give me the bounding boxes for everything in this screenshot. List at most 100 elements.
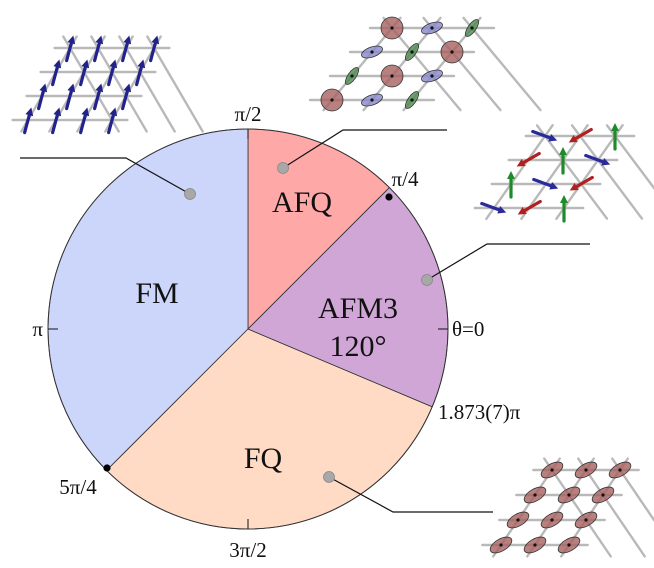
site-dot <box>516 518 520 522</box>
arrow-shaft <box>93 38 102 63</box>
site-dot <box>470 26 474 30</box>
arrow-shaft <box>65 38 74 63</box>
arrow-head <box>137 59 146 69</box>
spin-arrow <box>121 83 132 111</box>
arrow-shaft <box>79 110 88 135</box>
arrow-head <box>95 83 104 93</box>
region-markers <box>184 162 433 483</box>
inset-antiferroquadrupolar-lattice <box>308 16 542 112</box>
leader-lines <box>20 129 590 513</box>
spin-arrow <box>517 199 542 215</box>
site-dot <box>370 50 374 54</box>
director-green <box>344 67 360 85</box>
site-dot <box>567 493 571 497</box>
site-dot <box>350 74 354 78</box>
director-red <box>574 461 598 479</box>
arrow-head <box>25 107 34 117</box>
inset-ferroquadrupolar-lattice <box>481 457 654 558</box>
site-dot <box>533 543 537 547</box>
arrow-head <box>81 107 90 117</box>
arrow-head <box>601 157 611 166</box>
site-dot <box>390 26 394 30</box>
spin-arrow <box>37 83 48 111</box>
arrow-head <box>67 35 76 45</box>
director-green <box>404 43 420 61</box>
angle-label-pi-over-2: π/2 <box>235 102 262 126</box>
site-dot <box>601 493 605 497</box>
inset-ferromagnetic-lattice <box>11 35 204 135</box>
marker-fq <box>323 471 335 483</box>
site-dot <box>567 543 571 547</box>
leader-fq <box>328 476 493 513</box>
arrow-shaft <box>23 110 32 135</box>
director-red <box>591 486 615 504</box>
director-red <box>557 536 581 554</box>
spin-arrow <box>65 35 76 63</box>
arrow-head <box>53 107 62 117</box>
lattice-line <box>118 35 176 133</box>
arrow-head <box>548 133 558 142</box>
arrow-head <box>497 205 507 214</box>
lattice-line <box>462 16 542 112</box>
arrow-shaft <box>107 62 116 87</box>
spin-arrow <box>79 59 90 87</box>
label-afm3: AFM3 <box>318 292 398 325</box>
marker-afq <box>277 162 289 174</box>
arrow-head <box>611 123 619 131</box>
spin-arrow <box>51 59 62 87</box>
site-dot <box>550 468 554 472</box>
arrow-shaft <box>51 110 60 135</box>
lattice-line <box>555 124 624 220</box>
lattice-line <box>62 35 120 133</box>
director-green <box>404 91 420 109</box>
arrow-head <box>559 147 567 155</box>
label-fm: FM <box>135 277 178 310</box>
arrow-shaft <box>121 86 130 111</box>
spin-arrow <box>79 107 90 135</box>
spin-arrow <box>532 177 559 190</box>
phase-pie <box>47 128 449 530</box>
arrow-shaft <box>480 201 504 213</box>
director-red <box>608 461 632 479</box>
leader-afm3 <box>426 243 590 281</box>
director-red <box>523 536 547 554</box>
director-blue <box>421 69 443 83</box>
arrow-shaft <box>65 86 74 111</box>
arrow-shaft <box>79 62 88 87</box>
spin-arrow <box>149 35 160 63</box>
spin-arrow <box>23 107 34 135</box>
arrow-head <box>81 59 90 69</box>
spin-arrow <box>559 147 567 175</box>
director-red <box>489 536 513 554</box>
lattice-line <box>605 124 654 191</box>
angle-label-theta-zero: θ=0 <box>452 317 484 341</box>
angle-label-pi-over-4: π/4 <box>392 167 419 191</box>
angle-label-pi: π <box>32 317 43 341</box>
director-red <box>380 16 404 40</box>
marker-fm <box>184 188 196 200</box>
director-red <box>506 511 530 529</box>
arrow-shaft <box>531 129 555 141</box>
spin-arrow <box>568 127 593 143</box>
director-red <box>523 486 547 504</box>
arrow-head <box>568 135 578 143</box>
arrow-shaft <box>93 86 102 111</box>
arrow-head <box>67 83 76 93</box>
angle-label-transition: 1.873(7)π <box>438 400 521 424</box>
boundary-point-pi-over-4 <box>385 193 393 201</box>
label-afq: AFQ <box>272 186 332 219</box>
director-blue <box>361 45 383 59</box>
arrow-head <box>109 107 118 117</box>
site-dot <box>550 518 554 522</box>
arrow-head <box>516 159 526 167</box>
site-dot <box>430 74 434 78</box>
arrow-head <box>53 59 62 69</box>
lattice-line <box>90 35 148 133</box>
arrow-head <box>517 207 527 215</box>
director-blue <box>421 21 443 35</box>
site-dot <box>450 50 454 54</box>
boundary-point-5pi-over-4 <box>103 464 111 472</box>
arrow-shaft <box>37 86 46 111</box>
arrow-head <box>123 35 132 45</box>
lattice-line <box>485 124 554 220</box>
